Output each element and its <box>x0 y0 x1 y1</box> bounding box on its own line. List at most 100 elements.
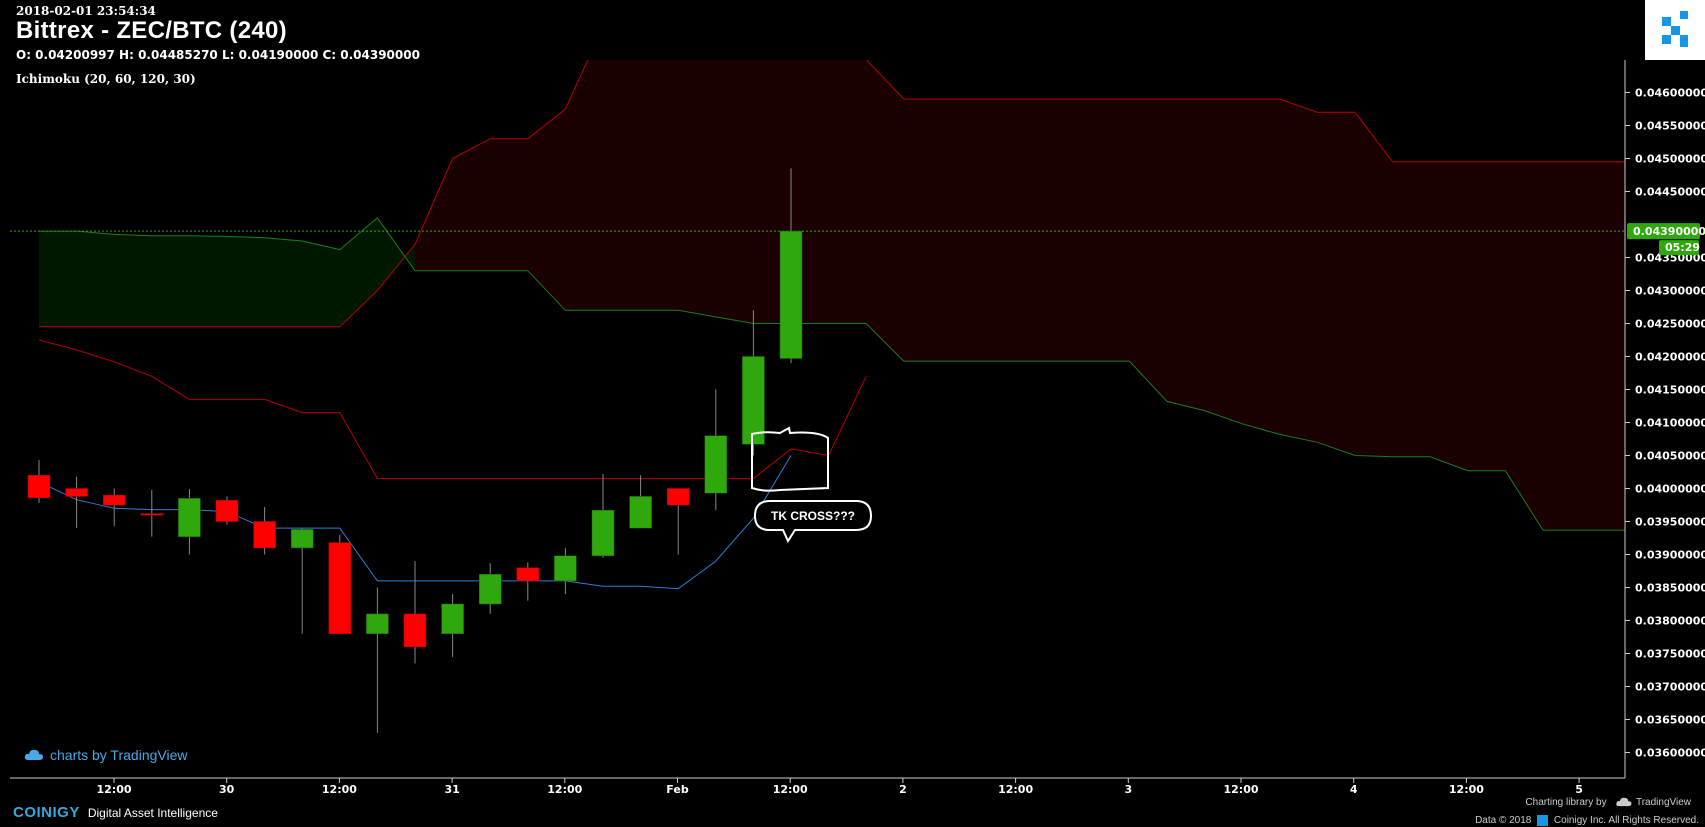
candle-up <box>366 613 389 634</box>
x-tick-label: 12:00 <box>773 783 808 796</box>
candle <box>253 506 276 555</box>
candle <box>403 561 427 664</box>
coinigy-logo-icon <box>1662 11 1688 47</box>
axes: 0.04600000 0.04550000 0.04500000 0.04450000… <box>10 60 1705 796</box>
candle-up <box>441 603 464 634</box>
x-tick-label: 12:00 <box>1223 783 1258 796</box>
candle-up <box>478 574 502 605</box>
y-tick-label: 0.04050000 <box>1635 450 1705 463</box>
coinigy-tagline: Digital Asset Intelligence <box>87 806 218 820</box>
candle <box>65 476 88 529</box>
candle-up <box>629 496 652 529</box>
y-tick-label: 0.04150000 <box>1635 384 1705 397</box>
candle-down <box>65 488 88 497</box>
y-tick-label: 0.04200000 <box>1635 351 1705 364</box>
candles <box>27 168 803 733</box>
candle-down <box>328 542 352 634</box>
x-tick-label: 12:00 <box>547 783 582 796</box>
candle-up <box>290 529 314 549</box>
candle <box>704 389 728 511</box>
senkou-span-b-line <box>39 217 1625 531</box>
candle-down <box>215 500 239 522</box>
candle-up <box>554 555 577 582</box>
candle <box>215 496 239 525</box>
chart-title: Bittrex - ZEC/BTC (240) <box>16 17 287 44</box>
charting-library-credit: Charting library by TradingView <box>1525 797 1691 808</box>
y-tick-label: 0.04000000 <box>1635 483 1705 496</box>
annotation[interactable]: TK CROSS??? <box>751 426 873 544</box>
x-tick-label: 12:00 <box>998 783 1033 796</box>
x-tick-label: 4 <box>1350 783 1358 796</box>
candle <box>140 489 164 537</box>
countdown-badge <box>1659 240 1699 256</box>
x-tick-label: 12:00 <box>1449 783 1484 796</box>
candle-up <box>704 435 728 494</box>
candle-up <box>779 230 803 359</box>
annotation-text: TK CROSS??? <box>771 509 855 523</box>
candle-down <box>403 613 427 648</box>
candle <box>591 473 615 558</box>
cloud-icon <box>1616 798 1632 807</box>
y-tick-label: 0.03650000 <box>1635 714 1705 727</box>
y-tick-label: 0.04500000 <box>1635 153 1705 166</box>
y-tick-label: 0.04600000 <box>1635 87 1705 100</box>
coinigy-small-icon <box>1537 815 1549 826</box>
y-tick-label: 0.03950000 <box>1635 516 1705 529</box>
candle <box>102 488 126 527</box>
y-tick-label: 0.04450000 <box>1635 186 1705 199</box>
candle-down <box>102 494 126 506</box>
y-tick-label: 0.03600000 <box>1635 747 1705 760</box>
candle <box>779 168 803 364</box>
copyright-label: Data © 2018 <box>1475 815 1532 827</box>
speech-bubble <box>753 500 873 544</box>
candle <box>27 460 51 504</box>
candle <box>516 562 540 601</box>
countdown-label: 05:29 <box>1665 241 1700 254</box>
y-tick-label: 0.03900000 <box>1635 549 1705 562</box>
candle <box>328 534 352 634</box>
candle <box>554 547 577 595</box>
timestamp: 2018-02-01 23:54:34 <box>16 4 156 18</box>
y-tick-label: 0.03800000 <box>1635 615 1705 628</box>
y-tick-label: 0.04100000 <box>1635 417 1705 430</box>
bull-cloud <box>39 217 415 327</box>
last-price-label: 0.04390000 <box>1633 225 1705 238</box>
ichimoku-cloud <box>39 60 1625 531</box>
candle <box>629 475 652 529</box>
coinigy-corner-logo[interactable] <box>1645 0 1705 60</box>
y-tick-label: 0.03850000 <box>1635 582 1705 595</box>
x-tick-label: 12:00 <box>322 783 357 796</box>
coinigy-wordmark: COINIGY <box>13 804 80 821</box>
y-tick-label: 0.03750000 <box>1635 648 1705 661</box>
charting-library-label: Charting library by <box>1525 797 1607 808</box>
x-tick-label: 2 <box>899 783 907 796</box>
y-tick-label: 0.03700000 <box>1635 681 1705 694</box>
candle <box>441 594 464 657</box>
last-price-badge <box>1627 223 1700 240</box>
x-tick-label: 12:00 <box>96 783 131 796</box>
senkou-span-a-line <box>39 60 1625 328</box>
x-tick-label: 3 <box>1124 783 1132 796</box>
conversion-line <box>38 339 867 480</box>
y-tick-label: 0.04250000 <box>1635 318 1705 331</box>
candle <box>178 489 201 555</box>
copyright: Data © 2018 Coinigy Inc. All Rights Rese… <box>1475 815 1699 826</box>
y-tick-label: 0.04300000 <box>1635 285 1705 298</box>
cloud-icon <box>24 749 43 760</box>
candle-down <box>140 513 164 516</box>
y-tick-label: 0.04550000 <box>1635 120 1705 133</box>
x-tick-label: 31 <box>444 783 459 796</box>
copyright-owner: Coinigy Inc. All Rights Reserved. <box>1553 815 1699 827</box>
tradingview-watermark[interactable]: charts by TradingView <box>24 747 187 763</box>
candle-up <box>591 510 615 557</box>
x-tick-label: 30 <box>219 783 235 796</box>
bear-cloud <box>415 60 1506 471</box>
candle <box>478 563 502 614</box>
candle <box>742 310 765 456</box>
candle-down <box>516 567 540 582</box>
tradingview-name: TradingView <box>1635 797 1691 808</box>
ohlc-readout: O: 0.04200997 H: 0.04485270 L: 0.0419000… <box>16 48 420 62</box>
candle <box>666 488 690 555</box>
indicator-label[interactable]: Ichimoku (20, 60, 120, 30) <box>16 72 196 86</box>
